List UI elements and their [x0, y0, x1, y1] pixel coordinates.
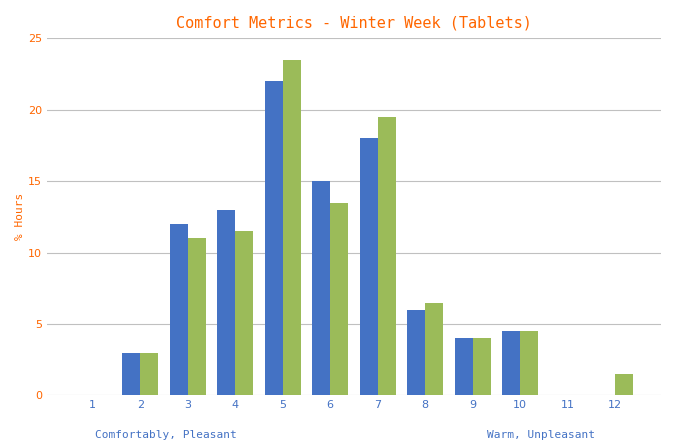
Bar	[170, 224, 188, 396]
Text: Comfortably, Pleasant: Comfortably, Pleasant	[95, 430, 237, 440]
Bar	[330, 202, 348, 396]
Bar	[360, 138, 378, 396]
Bar	[378, 117, 395, 396]
Bar	[615, 374, 633, 396]
Title: Comfort Metrics - Winter Week (Tablets): Comfort Metrics - Winter Week (Tablets)	[176, 15, 532, 30]
Bar	[283, 59, 301, 396]
Bar	[407, 310, 425, 396]
Bar	[473, 338, 491, 396]
Bar	[264, 81, 283, 396]
Bar	[312, 181, 330, 396]
Bar	[235, 231, 254, 396]
Bar	[140, 353, 158, 396]
Bar	[425, 303, 443, 396]
Bar	[520, 331, 538, 396]
Bar	[188, 238, 206, 396]
Bar	[454, 338, 473, 396]
Bar	[502, 331, 520, 396]
Bar	[550, 395, 568, 396]
Bar	[217, 210, 235, 396]
Text: Warm, Unpleasant: Warm, Unpleasant	[487, 430, 595, 440]
Y-axis label: % Hours: % Hours	[15, 193, 25, 240]
Bar	[122, 353, 140, 396]
